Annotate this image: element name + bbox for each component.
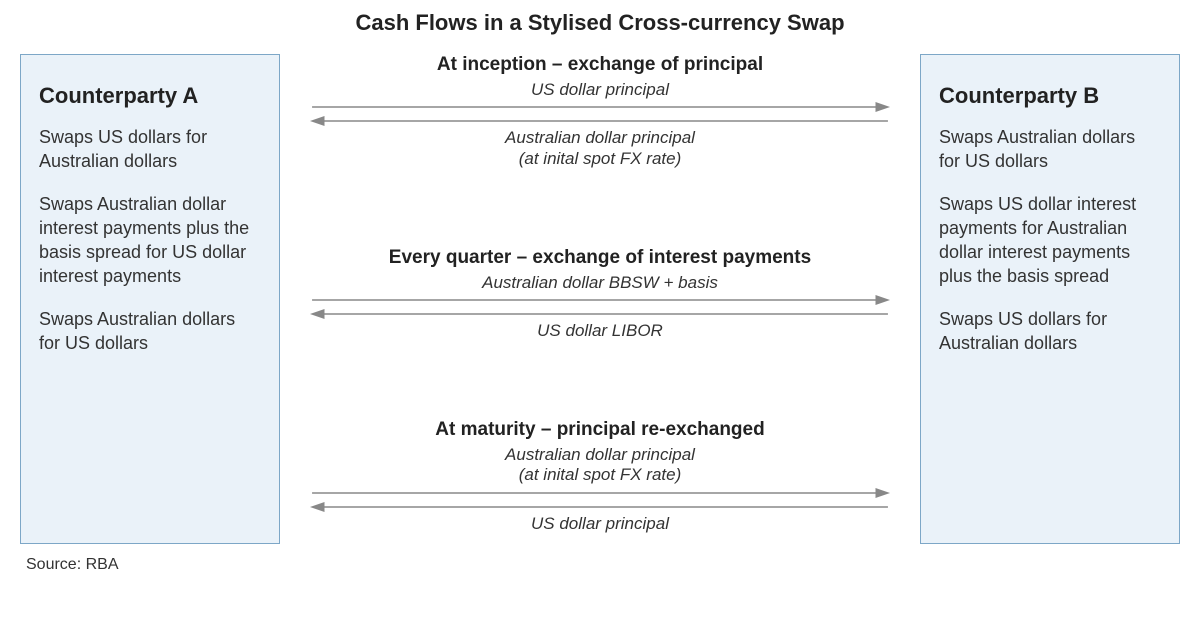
flows-column: At inception – exchange of principal US … <box>280 54 920 544</box>
exchange-maturity: At maturity – principal re-exchanged Aus… <box>310 419 890 534</box>
flow-label-bottom: Australian dollar principal(at inital sp… <box>310 128 890 169</box>
exchange-heading: Every quarter – exchange of interest pay… <box>310 247 890 269</box>
counterparty-b-title: Counterparty B <box>939 83 1161 109</box>
arrow-right-icon <box>310 293 890 307</box>
arrow-right-icon <box>310 100 890 114</box>
exchange-quarterly: Every quarter – exchange of interest pay… <box>310 247 890 342</box>
counterparty-b-item: Swaps US dollar interest payments for Au… <box>939 192 1161 289</box>
arrow-left-icon <box>310 114 890 128</box>
arrow-right-icon <box>310 486 890 500</box>
flow-label-top: US dollar principal <box>310 80 890 100</box>
arrow-left-icon <box>310 500 890 514</box>
counterparty-a-item: Swaps Australian dollars for US dollars <box>39 307 261 356</box>
diagram-layout: Counterparty A Swaps US dollars for Aust… <box>20 54 1180 544</box>
counterparty-a-item: Swaps Australian dollar interest payment… <box>39 192 261 289</box>
counterparty-b-box: Counterparty B Swaps Australian dollars … <box>920 54 1180 544</box>
counterparty-b-item: Swaps Australian dollars for US dollars <box>939 125 1161 174</box>
counterparty-b-item: Swaps US dollars for Australian dollars <box>939 307 1161 356</box>
counterparty-a-title: Counterparty A <box>39 83 261 109</box>
exchange-inception: At inception – exchange of principal US … <box>310 54 890 169</box>
exchange-heading: At inception – exchange of principal <box>310 54 890 76</box>
flow-label-top: Australian dollar BBSW + basis <box>310 273 890 293</box>
flow-label-bottom: US dollar principal <box>310 514 890 534</box>
flow-label-bottom: US dollar LIBOR <box>310 321 890 341</box>
flow-label-top: Australian dollar principal(at inital sp… <box>310 445 890 486</box>
counterparty-a-item: Swaps US dollars for Australian dollars <box>39 125 261 174</box>
source-attribution: Source: RBA <box>26 556 1180 574</box>
exchange-heading: At maturity – principal re-exchanged <box>310 419 890 441</box>
diagram-title: Cash Flows in a Stylised Cross-currency … <box>20 10 1180 36</box>
counterparty-a-box: Counterparty A Swaps US dollars for Aust… <box>20 54 280 544</box>
arrow-left-icon <box>310 307 890 321</box>
